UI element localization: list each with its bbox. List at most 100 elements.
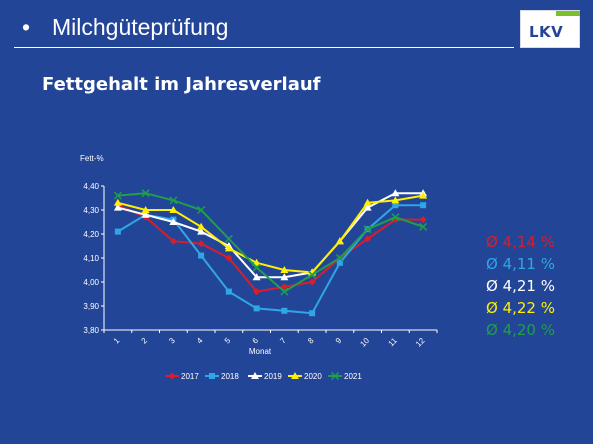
legend-item-2021: 2021 xyxy=(328,371,362,381)
logo-accent-bar xyxy=(556,11,580,16)
data-point xyxy=(280,273,289,281)
average-2021: Ø 4,20 % xyxy=(486,321,555,339)
data-point xyxy=(336,259,343,266)
series-line-2019 xyxy=(117,192,424,279)
x-tick-label: 11 xyxy=(387,336,400,349)
data-point xyxy=(114,228,121,235)
x-tick-label: 9 xyxy=(334,336,344,346)
data-point xyxy=(419,216,427,224)
data-point xyxy=(419,191,428,199)
data-point xyxy=(169,206,178,213)
series-line-2021 xyxy=(117,192,424,293)
data-point xyxy=(251,372,259,379)
legend-label: 2020 xyxy=(304,372,322,381)
x-axis-title: Monat xyxy=(249,347,272,356)
legend-label: 2017 xyxy=(181,372,199,381)
x-tick-label: 5 xyxy=(223,336,233,346)
x-tick-label: 3 xyxy=(167,336,177,346)
data-point xyxy=(280,283,288,291)
data-point xyxy=(419,222,428,231)
data-point xyxy=(209,373,215,379)
series-line-2017 xyxy=(117,204,424,293)
data-point xyxy=(253,288,261,296)
data-point xyxy=(141,210,150,218)
data-point xyxy=(197,240,205,248)
data-point xyxy=(281,307,288,314)
data-point xyxy=(197,227,206,235)
data-point xyxy=(252,258,261,266)
data-point xyxy=(169,196,178,205)
x-tick-label: 8 xyxy=(306,336,316,346)
y-tick-label: 4,00 xyxy=(83,278,99,287)
x-tick-label: 10 xyxy=(358,336,371,349)
data-point xyxy=(291,372,299,379)
x-tick-label: 1 xyxy=(112,336,122,346)
x-tick-label: 4 xyxy=(195,336,205,346)
legend-label: 2021 xyxy=(344,372,362,381)
data-point xyxy=(198,252,205,259)
legend-item-2019: 2019 xyxy=(248,372,282,381)
average-2018: Ø 4,11 % xyxy=(486,255,555,273)
data-point xyxy=(113,191,122,200)
slide-title-text: Milchgüteprüfung xyxy=(52,14,229,40)
data-point xyxy=(309,310,316,317)
y-tick-label: 4,10 xyxy=(83,254,99,263)
data-point xyxy=(169,218,178,225)
data-point xyxy=(253,305,260,312)
data-point xyxy=(363,198,372,206)
data-point xyxy=(141,189,150,198)
data-point xyxy=(363,225,372,234)
x-tick-label: 6 xyxy=(251,336,261,346)
chart-subtitle: Fettgehalt im Jahresverlauf xyxy=(42,74,321,95)
data-point xyxy=(252,273,261,281)
data-point xyxy=(335,237,344,245)
data-point xyxy=(252,263,261,272)
bullet-point: • xyxy=(22,14,31,40)
data-point xyxy=(280,287,289,296)
data-point xyxy=(169,237,177,245)
data-point xyxy=(225,288,232,295)
series-line-2020 xyxy=(117,194,424,274)
data-point xyxy=(224,244,233,252)
data-point xyxy=(363,203,372,211)
data-point xyxy=(113,203,122,211)
y-tick-label: 3,90 xyxy=(83,302,99,311)
y-tick-label: 4,30 xyxy=(83,206,99,215)
average-2017: Ø 4,14 % xyxy=(486,233,555,251)
data-point xyxy=(224,234,233,243)
average-values-list: Ø 4,14 % Ø 4,11 % Ø 4,21 % Ø 4,22 % Ø 4,… xyxy=(486,231,555,341)
data-point xyxy=(168,372,176,380)
data-point xyxy=(330,371,340,381)
data-point xyxy=(420,202,427,209)
x-tick-label: 2 xyxy=(140,336,150,346)
legend-label: 2018 xyxy=(221,372,239,381)
series-2017 xyxy=(114,201,427,296)
header-divider xyxy=(14,47,514,48)
data-point xyxy=(391,213,400,222)
legend-item-2018: 2018 xyxy=(205,372,239,381)
data-point xyxy=(197,222,206,230)
legend-label: 2019 xyxy=(264,372,282,381)
data-point xyxy=(392,202,399,209)
x-tick-label: 7 xyxy=(278,336,288,346)
average-2019: Ø 4,21 % xyxy=(486,277,555,295)
data-point xyxy=(364,235,372,243)
logo-text: LKV xyxy=(529,23,564,41)
data-point xyxy=(197,205,206,215)
x-tick-label: 12 xyxy=(414,336,427,349)
series-2020 xyxy=(113,191,428,276)
lkv-logo: LKV xyxy=(520,10,580,48)
data-point xyxy=(391,196,400,204)
average-2020: Ø 4,22 % xyxy=(486,299,555,317)
y-tick-label: 3,80 xyxy=(83,326,99,335)
data-point xyxy=(280,266,289,273)
data-point xyxy=(391,189,400,197)
data-point xyxy=(308,278,316,286)
data-point xyxy=(335,253,344,263)
y-tick-label: 4,20 xyxy=(83,230,99,239)
data-point xyxy=(141,206,150,213)
series-line-2018 xyxy=(117,204,424,315)
y-tick-label: 4,40 xyxy=(83,182,99,191)
series-2021 xyxy=(113,189,428,296)
data-point xyxy=(225,254,233,262)
